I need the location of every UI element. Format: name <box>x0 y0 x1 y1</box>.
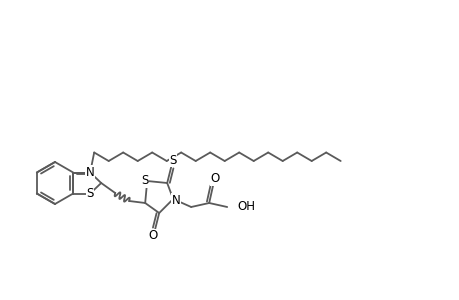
Text: O: O <box>210 172 219 185</box>
Text: OH: OH <box>237 200 255 214</box>
Text: S: S <box>86 187 94 200</box>
Text: S: S <box>141 175 149 188</box>
Text: N: N <box>86 166 95 179</box>
Text: S: S <box>169 154 177 166</box>
Text: N: N <box>172 194 180 206</box>
Text: O: O <box>148 230 157 242</box>
